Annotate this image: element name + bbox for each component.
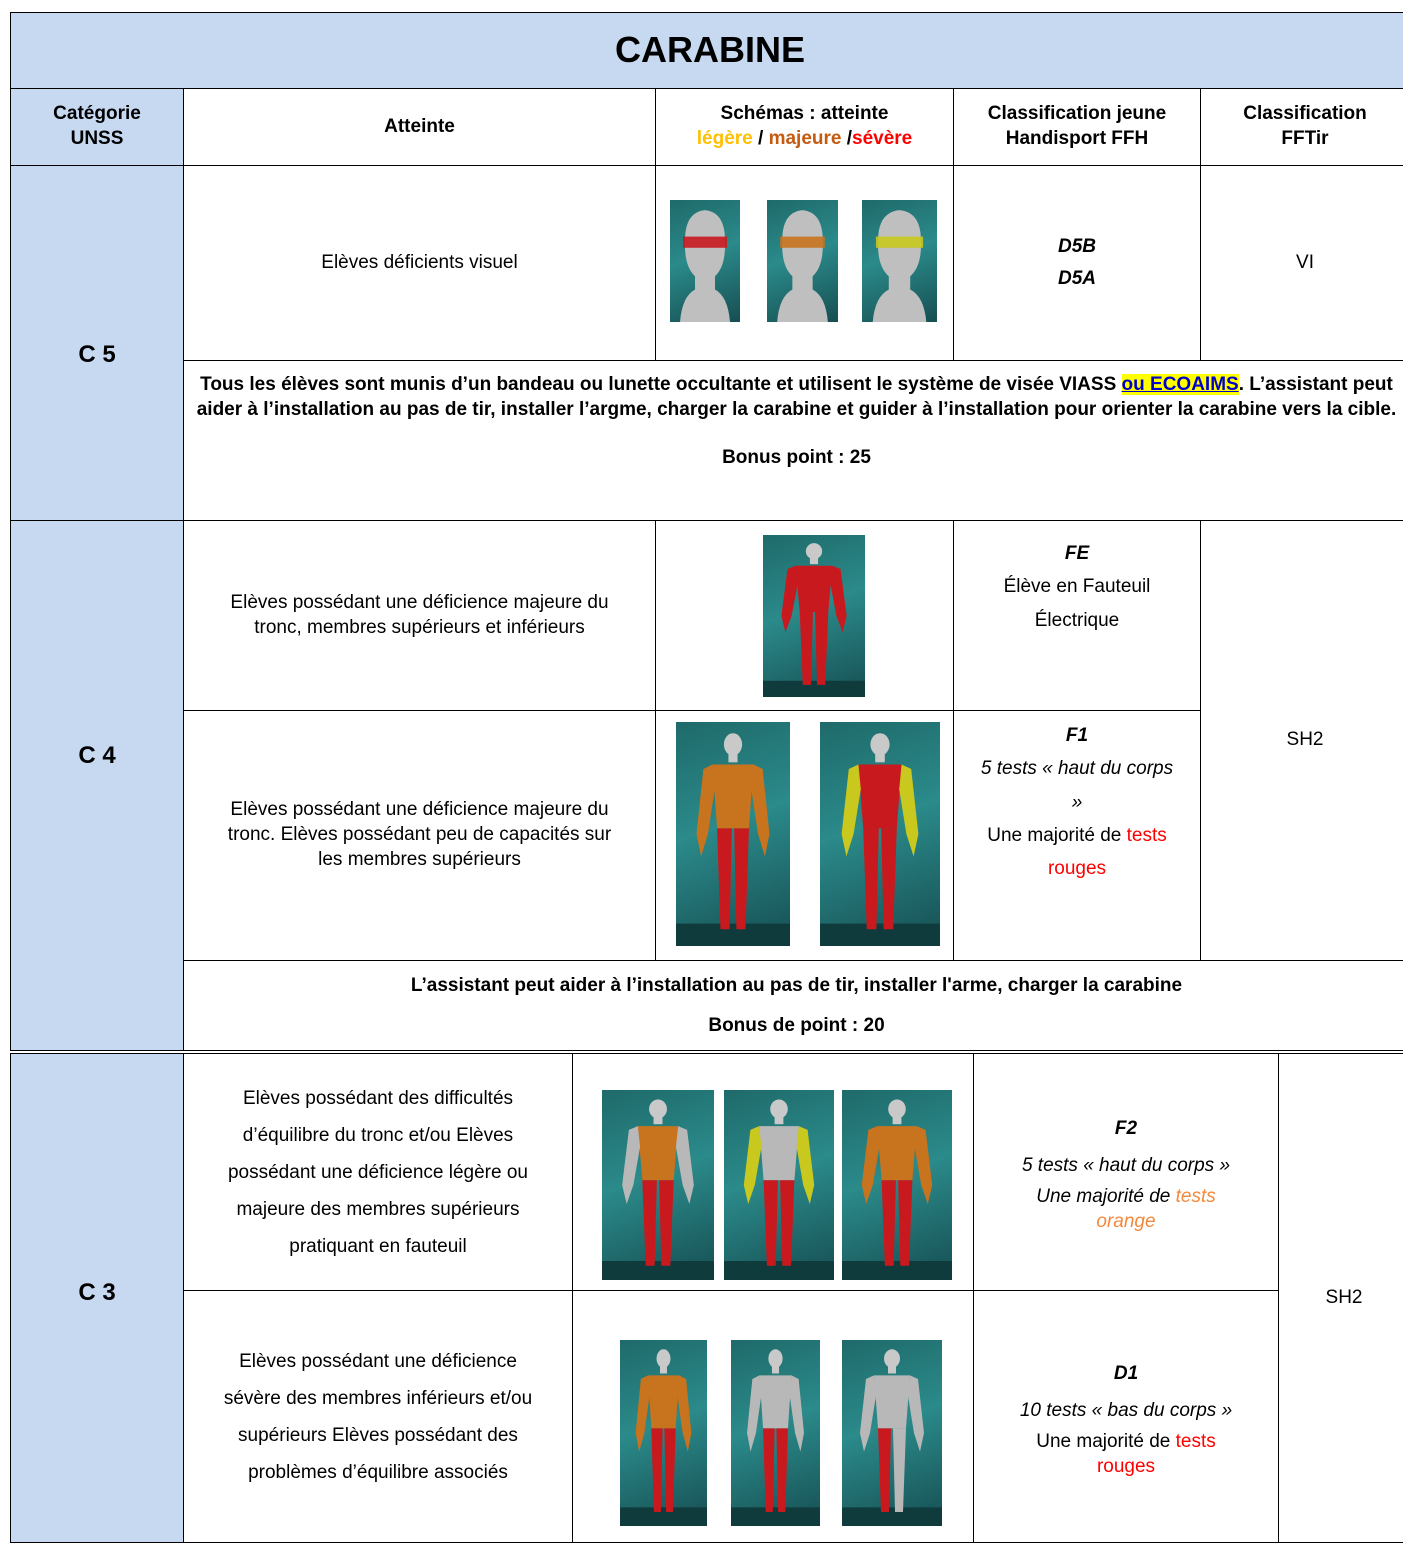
desc: Élève en Fauteuil Électrique: [1003, 576, 1151, 631]
majority-color: tests orange: [1096, 1186, 1216, 1232]
header-categorie: Catégorie UNSS: [10, 88, 184, 166]
bonus: Bonus point : 25: [722, 447, 871, 469]
tests: 10 tests « bas du corps »: [1019, 1399, 1233, 1421]
figure: [620, 1340, 707, 1526]
tests: 5 tests « haut du corps »: [1021, 1155, 1231, 1176]
title: CARABINE: [10, 12, 1403, 89]
figure-drawing: [680, 210, 730, 322]
category-label: C 4: [10, 520, 184, 1051]
code: D5A: [1057, 268, 1096, 289]
note-cell: Tous les élèves sont munis d’un bandeau …: [183, 360, 1403, 521]
figure-drawing: [777, 210, 828, 322]
fftir-class: SH2: [1278, 1053, 1403, 1543]
figure-drawing: [763, 543, 865, 697]
category-label: C 3: [10, 1053, 184, 1543]
figure-drawing: [842, 1349, 942, 1526]
fftir-class: VI: [1200, 165, 1403, 361]
header-ffh: Classification jeune Handisport FFH: [953, 88, 1201, 166]
majority: Une majorité de tests rouges: [998, 1429, 1254, 1479]
figure: [862, 200, 937, 322]
header-atteinte: Atteinte: [183, 88, 656, 166]
code: FE: [1064, 543, 1090, 564]
figure: [676, 722, 790, 946]
severity-legend: légère / majeure /sévère: [697, 127, 913, 152]
fftir-class: SH2: [1200, 520, 1403, 961]
figure-drawing: [820, 733, 940, 946]
note-cell: L’assistant peut aider à l’installation …: [183, 960, 1403, 1051]
majeure: majeure: [768, 128, 842, 149]
figure-drawing: [872, 210, 927, 322]
schemas-label: Schémas : atteinte: [720, 103, 889, 125]
code: D1: [1113, 1362, 1139, 1384]
atteinte: Elèves possédant une déficience majeure …: [183, 520, 656, 711]
majority: Une majorité de tests orange: [998, 1184, 1254, 1234]
ffh-class: F2 5 tests « haut du corps » Une majorit…: [973, 1053, 1279, 1291]
figure-drawing: [842, 1099, 952, 1280]
note-text: Tous les élèves sont munis d’un bandeau …: [200, 374, 1122, 395]
figure: [670, 200, 740, 322]
figure-drawing: [676, 733, 790, 946]
legere: légère: [696, 128, 753, 149]
ffh-class: FE Élève en Fauteuil Électrique: [953, 520, 1201, 711]
note: L’assistant peut aider à l’installation …: [410, 974, 1183, 996]
figure: [602, 1090, 714, 1280]
majority-text: Une majorité de: [1036, 1186, 1176, 1207]
bonus: Bonus de point : 20: [708, 1014, 885, 1036]
code: D5B: [1057, 235, 1096, 257]
figure-drawing: [724, 1099, 834, 1280]
figure: [842, 1090, 952, 1280]
ffh-class: F1 5 tests « haut du corps » Une majorit…: [953, 710, 1201, 961]
header-schemas: Schémas : atteinte légère / majeure /sév…: [655, 88, 954, 166]
majority-text: Une majorité de: [1036, 1430, 1176, 1452]
atteinte: Elèves possédant une déficience majeure …: [183, 710, 656, 961]
figure: [842, 1340, 942, 1526]
atteinte: Elèves déficients visuel: [183, 165, 656, 361]
majority-color: tests rouges: [1096, 1430, 1216, 1477]
sep: /: [752, 128, 769, 149]
figure: [763, 535, 865, 697]
figure-drawing: [731, 1349, 820, 1526]
figure: [731, 1340, 820, 1526]
severe: sévère: [852, 128, 913, 149]
figure-drawing: [602, 1099, 714, 1280]
ffh-class: D5B D5A: [953, 165, 1201, 361]
majority-text: Une majorité de: [987, 824, 1127, 846]
category-label: C 5: [10, 165, 184, 521]
figure: [820, 722, 940, 946]
figure: [767, 200, 838, 322]
majority: Une majorité de tests rouges: [974, 819, 1180, 886]
tests: 5 tests « haut du corps »: [980, 758, 1174, 813]
sep: /: [841, 128, 853, 149]
figure: [724, 1090, 834, 1280]
code: F1: [1065, 725, 1089, 746]
note: Tous les élèves sont munis d’un bandeau …: [190, 373, 1403, 422]
note-highlight: ou ECOAIMS: [1121, 374, 1239, 395]
header-fftir: Classification FFTir: [1200, 88, 1403, 166]
note-text: . L’assistant peut aider à l’installatio…: [196, 374, 1397, 420]
ffh-class: D1 10 tests « bas du corps » Une majorit…: [973, 1290, 1279, 1543]
figure-drawing: [620, 1349, 707, 1526]
atteinte: Elèves possédant une déficience sévère d…: [183, 1290, 573, 1543]
atteinte: Elèves possédant des difficultés d’équil…: [183, 1053, 573, 1291]
majority-color: tests rouges: [1047, 824, 1167, 879]
code: F2: [1114, 1118, 1138, 1139]
